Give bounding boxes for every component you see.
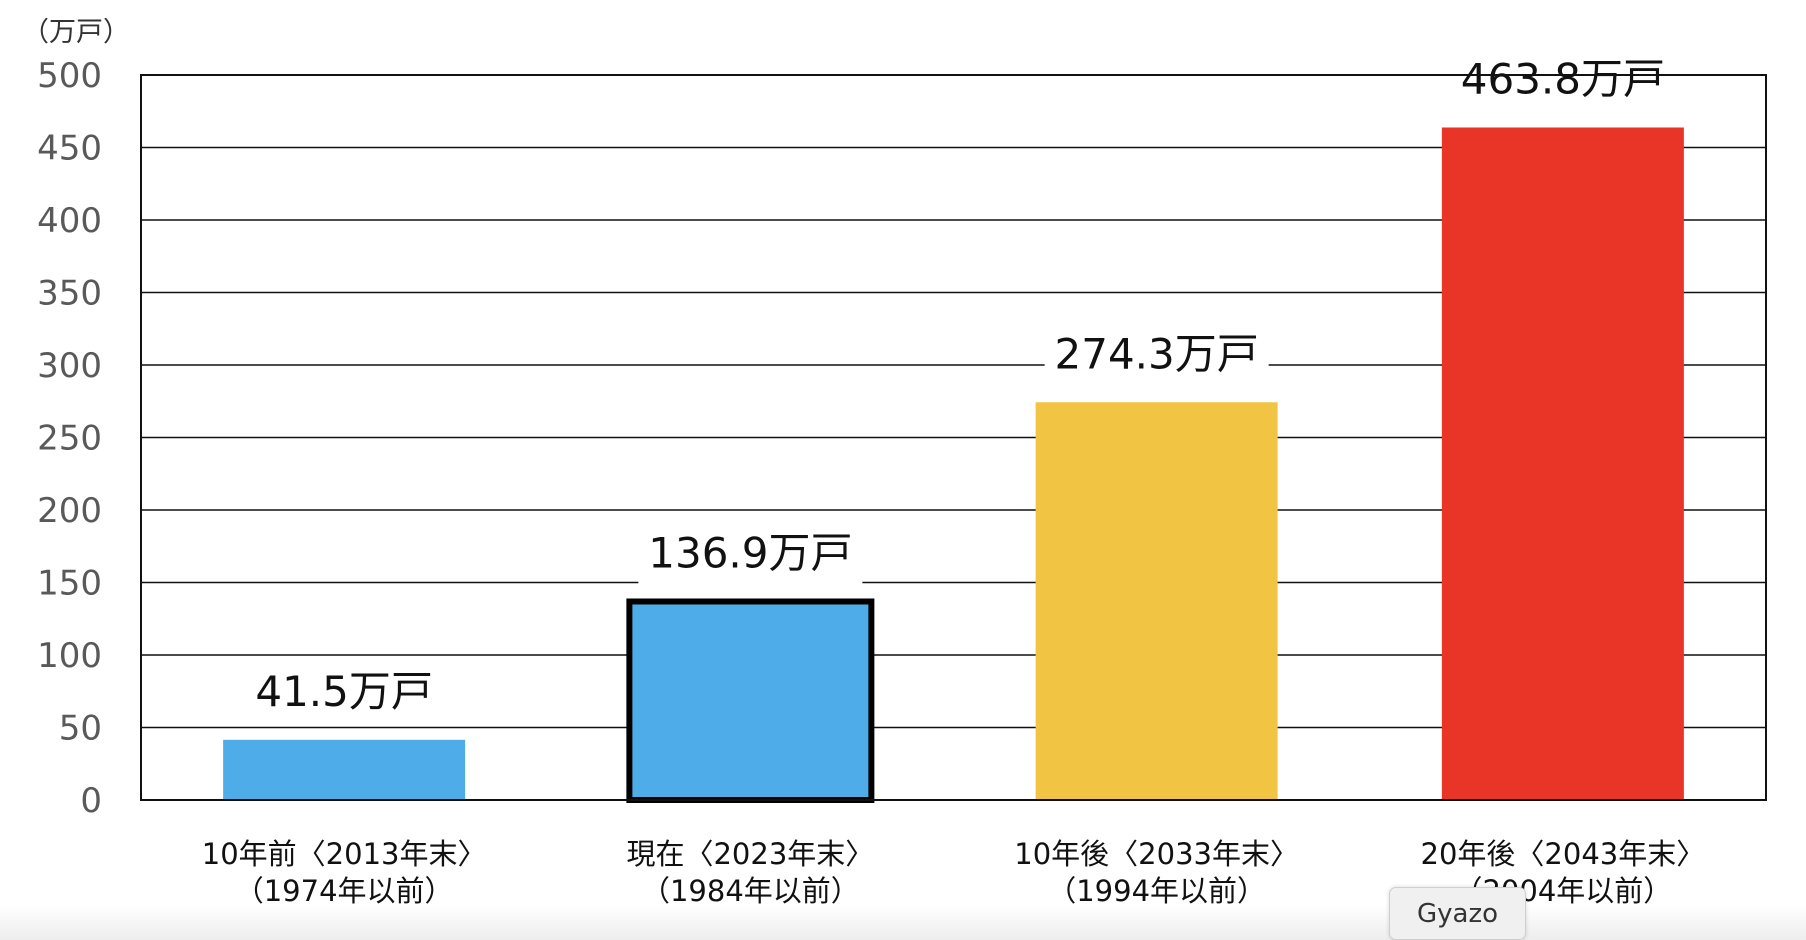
data-labels: 41.5万戸 136.9万戸 274.3万戸 463.8万戸: [232, 47, 1675, 722]
y-tick-label: 450: [37, 129, 102, 169]
gyazo-button[interactable]: Gyazo: [1389, 887, 1526, 940]
category-sublabel-2: （1994年以前）: [1047, 874, 1266, 908]
category-label-1: 現在〈2023年末〉: [626, 837, 874, 871]
plot-frame: [140, 74, 1767, 801]
category-sublabel-0: （1974年以前）: [235, 874, 454, 908]
bar-0: [223, 739, 466, 800]
y-tick-label: 250: [37, 419, 102, 459]
y-tick-label: 150: [37, 564, 102, 604]
y-tick-label: 100: [37, 636, 102, 676]
data-label-bg: [1450, 47, 1675, 110]
y-tick-label: 50: [59, 709, 102, 749]
bars: [223, 127, 1684, 803]
y-tick-label: 400: [37, 201, 102, 241]
y-tick-label: 500: [37, 56, 102, 96]
data-label-3: 463.8万戸: [1461, 54, 1665, 103]
category-sublabel-1: （1984年以前）: [641, 874, 860, 908]
data-label-bg: [232, 659, 457, 722]
category-label-3: 20年後〈2043年末〉: [1421, 837, 1706, 871]
data-label-0: 41.5万戸: [255, 667, 433, 716]
y-tick-label: 200: [37, 491, 102, 531]
y-axis-ticks: 0 50 100 150 200 250 300 350 400 450 500: [37, 56, 102, 821]
data-label-bg: [638, 521, 863, 584]
bottom-fade: [0, 905, 1806, 940]
bar-1: [626, 598, 875, 803]
data-label-2: 274.3万戸: [1055, 329, 1259, 378]
data-label-1: 136.9万戸: [648, 528, 852, 577]
bar-3: [1441, 127, 1684, 801]
y-axis-unit-label: （万戸）: [22, 17, 130, 48]
y-tick-label: 0: [80, 781, 102, 821]
category-label-2: 10年後〈2033年末〉: [1014, 837, 1299, 871]
y-tick-label: 300: [37, 346, 102, 386]
y-tick-label: 350: [37, 274, 102, 314]
data-label-bg: [1044, 322, 1269, 385]
category-label-0: 10年前〈2013年末〉: [202, 837, 487, 871]
bar-2: [1035, 402, 1278, 800]
